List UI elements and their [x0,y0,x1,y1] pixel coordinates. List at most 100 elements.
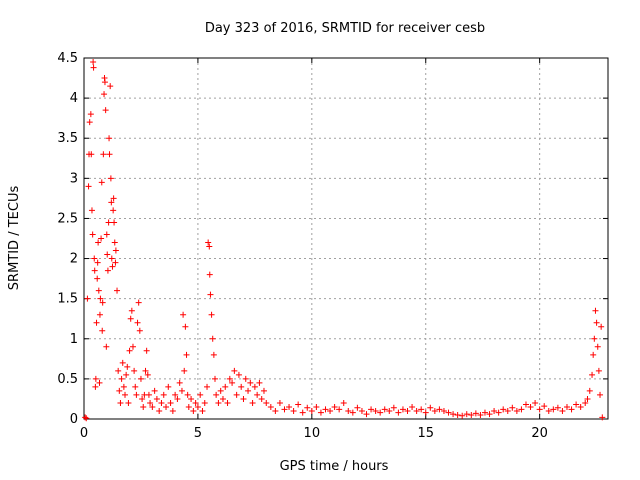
data-point [354,404,361,411]
data-point [242,375,249,382]
data-point [82,414,89,421]
data-point [463,411,470,418]
data-point [132,383,139,390]
data-point [550,406,557,413]
data-point [477,411,484,418]
data-point [219,395,226,402]
data-point [598,323,605,330]
data-point [90,64,97,71]
data-point [182,323,189,330]
data-point [409,403,416,410]
y-tick-label: 0 [70,412,78,427]
data-point [92,375,99,382]
data-point [577,403,584,410]
data-point [104,251,111,258]
data-point [110,195,117,202]
data-point [251,383,258,390]
data-point [295,401,302,408]
data-point [85,183,92,190]
data-point [224,399,231,406]
data-point [136,327,143,334]
x-tick-label: 10 [304,426,321,441]
data-point [527,403,534,410]
data-point [98,235,105,242]
data-point [363,411,370,418]
data-point [254,391,261,398]
data-point [390,404,397,411]
data-point [147,399,154,406]
data-point [450,411,457,418]
data-point [94,259,101,266]
axis-ticks: 0 0.5 1 1.5 2 2.5 3 3.5 4 4.5 0 5 10 15 20 [57,51,608,441]
data-point [231,367,238,374]
data-point [573,401,580,408]
data-point [349,409,356,416]
data-point [413,407,420,414]
data-point [100,151,107,158]
data-point [197,391,204,398]
x-tick-label: 0 [80,426,88,441]
data-point [106,135,113,142]
data-point [513,407,520,414]
x-tick-label: 15 [417,426,434,441]
data-point [96,379,103,386]
data-point [119,359,126,366]
data-point [427,404,434,411]
data-point [91,255,98,262]
data-point [95,239,102,246]
data-point [180,311,187,318]
data-point [117,399,124,406]
data-point [368,406,375,413]
data-point [158,399,165,406]
data-point [563,403,570,410]
data-point [536,406,543,413]
data-point [582,399,589,406]
x-tick-label: 5 [194,426,202,441]
data-point [107,175,114,182]
data-point [188,395,195,402]
data-point [108,255,115,262]
data-point [163,403,170,410]
data-point [95,287,102,294]
data-point [174,395,181,402]
data-point [97,295,104,302]
y-tick-label: 4 [70,91,78,106]
data-point [418,406,425,413]
data-point [91,267,98,274]
data-point [104,267,111,274]
data-point [238,383,245,390]
data-point [267,403,274,410]
data-point [87,111,94,118]
data-point [145,391,152,398]
x-axis-label: GPS time / hours [280,459,389,474]
x-tick-label: 20 [531,426,548,441]
data-point [93,319,100,326]
data-point [111,219,118,226]
data-point [215,399,222,406]
data-point [584,395,591,402]
data-point [263,399,270,406]
data-point [127,315,134,322]
data-point [178,387,185,394]
data-point [509,404,516,411]
data-point [276,399,283,406]
data-point [123,371,130,378]
data-point [272,407,279,414]
plot-frame [83,57,609,420]
data-point [84,295,91,302]
data-point [114,287,121,294]
data-point [99,299,106,306]
data-point [226,375,233,382]
data-point [491,407,498,414]
data-point [212,375,218,382]
data-point [299,409,306,416]
data-point [112,259,119,266]
data-point [345,407,352,414]
data-point [128,307,135,314]
data-point [440,407,447,414]
data-point [111,239,118,246]
data-point [192,399,199,406]
data-point [205,239,212,246]
data-point [381,406,388,413]
data-point [167,399,174,406]
